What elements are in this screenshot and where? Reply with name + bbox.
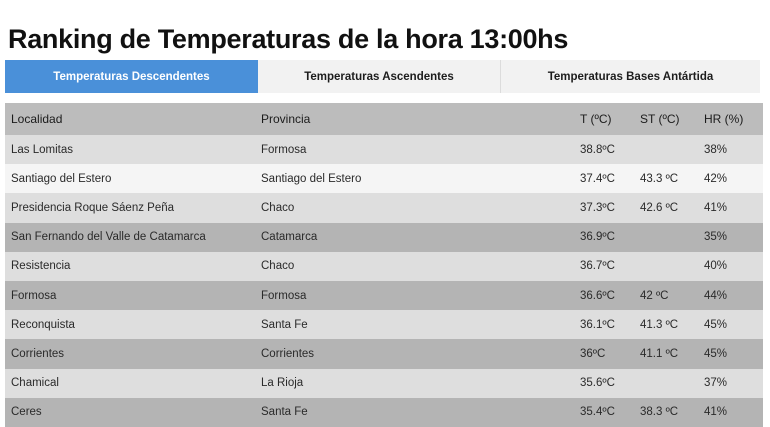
cell-sensacion-termica — [638, 252, 702, 281]
cell-sensacion-termica: 41.1 ºC — [640, 347, 679, 360]
cell-provincia: La Rioja — [261, 377, 304, 390]
table-body: Las Lomitas Formosa 38.8ºC 38% Santiago … — [5, 135, 763, 427]
cell-temperatura: 36.6ºC — [580, 289, 615, 302]
cell-localidad: Formosa — [11, 289, 57, 302]
cell-humedad-relativa: 45% — [704, 318, 728, 331]
cell-provincia: Corrientes — [261, 347, 315, 360]
cell-humedad-relativa: 40% — [704, 260, 728, 273]
column-header-sensacion-termica[interactable]: ST (ºC) — [640, 112, 680, 126]
page-title: Ranking de Temperaturas de la hora 13:00… — [8, 24, 569, 55]
cell-provincia: Chaco — [261, 260, 295, 273]
cell-temperatura: 37.4ºC — [580, 172, 615, 185]
table-row[interactable]: Reconquista Santa Fe 36.1ºC 41.3 ºC 45% — [5, 310, 763, 340]
cell-humedad-relativa: 37% — [704, 377, 728, 390]
tab-label: Temperaturas Descendentes — [53, 70, 210, 83]
table-row[interactable]: Presidencia Roque Sáenz Peña Chaco 37.3º… — [5, 193, 763, 223]
cell-sensacion-termica: 41.3 ºC — [640, 318, 679, 331]
table-row[interactable]: Corrientes Corrientes 36ºC 41.1 ºC 45% — [5, 339, 763, 369]
cell-provincia: Santa Fe — [261, 406, 308, 419]
cell-humedad-relativa: 45% — [704, 347, 728, 360]
cell-provincia: Santa Fe — [261, 318, 308, 331]
cell-humedad-relativa: 44% — [704, 289, 728, 302]
tab-label: Temperaturas Ascendentes — [304, 70, 454, 83]
cell-temperatura: 36.9ºC — [580, 231, 615, 244]
cell-provincia: Catamarca — [261, 231, 318, 244]
cell-temperatura: 35.4ºC — [580, 406, 615, 419]
cell-localidad: Santiago del Estero — [11, 172, 112, 185]
column-header-humedad-relativa[interactable]: HR (%) — [704, 112, 744, 126]
temperature-ranking-table: Localidad Provincia T (ºC) ST (ºC) HR (%… — [5, 103, 763, 427]
cell-sensacion-termica — [638, 223, 702, 252]
cell-temperatura: 36ºC — [580, 347, 606, 360]
cell-provincia: Chaco — [261, 201, 295, 214]
cell-humedad-relativa: 42% — [704, 172, 728, 185]
cell-sensacion-termica — [638, 135, 702, 164]
cell-provincia: Formosa — [261, 289, 307, 302]
column-header-localidad[interactable]: Localidad — [11, 112, 63, 126]
tab-temperaturas-ascendentes[interactable]: Temperaturas Ascendentes — [258, 60, 500, 93]
table-row[interactable]: Ceres Santa Fe 35.4ºC 38.3 ºC 41% — [5, 397, 763, 427]
cell-sensacion-termica: 38.3 ºC — [640, 406, 679, 419]
cell-localidad: Resistencia — [11, 260, 71, 273]
table-head: Localidad Provincia T (ºC) ST (ºC) HR (%… — [5, 103, 763, 135]
table-header-row: Localidad Provincia T (ºC) ST (ºC) HR (%… — [5, 103, 763, 135]
cell-temperatura: 38.8ºC — [580, 143, 615, 156]
table-row[interactable]: San Fernando del Valle de Catamarca Cata… — [5, 222, 763, 252]
tab-temperaturas-descendentes[interactable]: Temperaturas Descendentes — [5, 60, 258, 93]
cell-sensacion-termica — [638, 369, 702, 398]
cell-provincia: Formosa — [261, 143, 307, 156]
cell-sensacion-termica: 42.6 ºC — [640, 201, 679, 214]
column-header-provincia[interactable]: Provincia — [261, 112, 311, 126]
tab-label: Temperaturas Bases Antártida — [547, 70, 714, 83]
table-row[interactable]: Chamical La Rioja 35.6ºC 37% — [5, 368, 763, 398]
column-header-temperatura[interactable]: T (ºC) — [580, 112, 612, 126]
cell-sensacion-termica: 42 ºC — [640, 289, 669, 302]
cell-temperatura: 36.1ºC — [580, 318, 615, 331]
cell-localidad: Chamical — [11, 377, 59, 390]
tab-temperaturas-bases-antartida[interactable]: Temperaturas Bases Antártida — [500, 60, 760, 93]
cell-temperatura: 35.6ºC — [580, 377, 615, 390]
table-row[interactable]: Resistencia Chaco 36.7ºC 40% — [5, 251, 763, 281]
cell-localidad: Reconquista — [11, 318, 75, 331]
cell-humedad-relativa: 38% — [704, 143, 728, 156]
cell-humedad-relativa: 41% — [704, 201, 728, 214]
cell-temperatura: 36.7ºC — [580, 260, 615, 273]
cell-temperatura: 37.3ºC — [580, 201, 615, 214]
cell-localidad: Las Lomitas — [11, 143, 74, 156]
table-row[interactable]: Formosa Formosa 36.6ºC 42 ºC 44% — [5, 280, 763, 311]
tab-bar: Temperaturas Descendentes Temperaturas A… — [5, 60, 760, 93]
cell-localidad: Ceres — [11, 406, 42, 419]
table-row[interactable]: Las Lomitas Formosa 38.8ºC 38% — [5, 135, 763, 165]
cell-localidad: San Fernando del Valle de Catamarca — [11, 231, 206, 244]
cell-localidad: Presidencia Roque Sáenz Peña — [11, 201, 175, 214]
cell-provincia: Santiago del Estero — [261, 172, 362, 185]
cell-humedad-relativa: 35% — [704, 231, 728, 244]
cell-localidad: Corrientes — [11, 347, 65, 360]
table-row[interactable]: Santiago del Estero Santiago del Estero … — [5, 164, 763, 194]
cell-sensacion-termica: 43.3 ºC — [640, 172, 679, 185]
cell-humedad-relativa: 41% — [704, 406, 728, 419]
